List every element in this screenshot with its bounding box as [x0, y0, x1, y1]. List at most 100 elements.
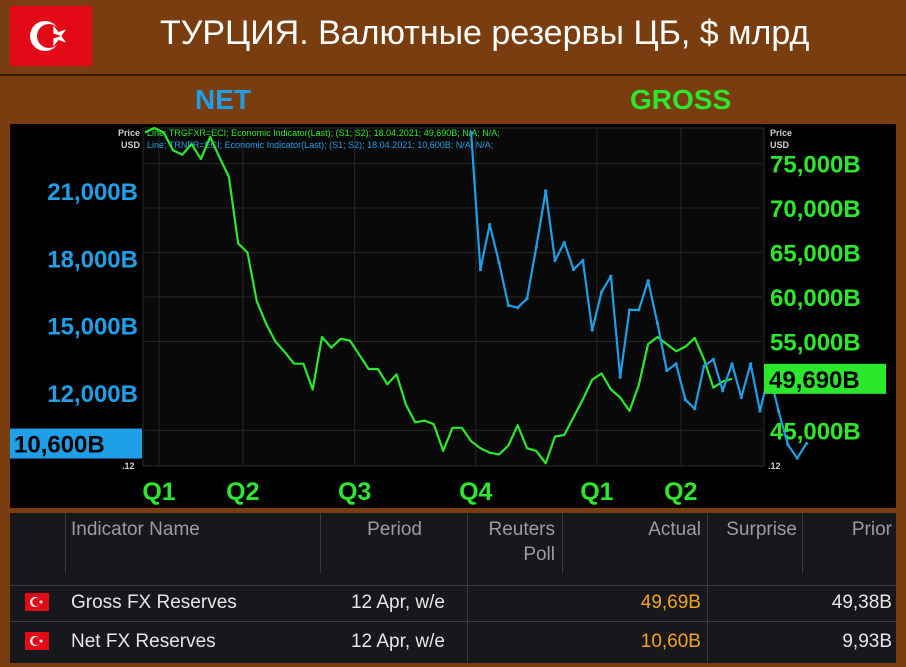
- header: ТУРЦИЯ. Валютные резервы ЦБ, $ млрд: [0, 0, 906, 74]
- data-point-net: [683, 398, 688, 402]
- row-period: 12 Apr, w/e: [350, 631, 445, 652]
- y-tick-label-left: 21,000B: [47, 179, 138, 206]
- column-divider: [707, 513, 708, 663]
- data-point-net: [544, 189, 548, 193]
- data-point-net: [572, 267, 576, 272]
- last-value-badge-gross: [764, 363, 886, 394]
- turkey-flag-icon: [25, 593, 49, 611]
- row-divider: [10, 621, 896, 622]
- row-indicator-name: Net FX Reserves: [71, 631, 216, 652]
- data-point-net: [711, 357, 715, 361]
- turkey-flag-icon: [25, 632, 49, 650]
- column-divider: [320, 513, 321, 573]
- legend-right: Price USD: [770, 128, 792, 150]
- data-point-net: [776, 409, 781, 413]
- row-actual: 49,69B: [640, 592, 701, 613]
- data-point-net: [674, 362, 678, 366]
- scale-note-left: .12: [122, 461, 135, 471]
- header-poll-line2[interactable]: Poll: [523, 544, 555, 565]
- last-value-label-net: 10,600B: [14, 432, 105, 459]
- data-point-net: [702, 364, 706, 368]
- x-axis: Q1 Q2 Q3 Q4 Q1 Q2: [142, 478, 697, 506]
- data-point-net: [655, 321, 660, 325]
- data-point-net: [581, 258, 585, 263]
- row-prior: 49,38B: [831, 592, 892, 613]
- legend-net-series: Line; TRNFR=ECI; Economic Indicator(Last…: [147, 140, 493, 150]
- header-surprise[interactable]: Surprise: [726, 519, 797, 540]
- legend-left: Price USD: [118, 128, 141, 150]
- data-point-net: [534, 245, 538, 249]
- header-prior[interactable]: Prior: [851, 519, 892, 540]
- data-point-net: [627, 308, 632, 312]
- row-indicator-name: Gross FX Reserves: [71, 592, 237, 613]
- data-point-net: [506, 303, 510, 308]
- column-divider: [65, 513, 66, 573]
- y-tick-label-left: 18,000B: [47, 246, 138, 273]
- header-indicator[interactable]: Indicator Name: [71, 519, 200, 540]
- last-value-badge-net: [10, 428, 142, 459]
- series-layer: [144, 126, 809, 465]
- row-actual: 10,60B: [640, 631, 701, 652]
- y-tick-label-right: 65,000B: [770, 241, 861, 268]
- right-axis: 75,000B70,000B65,000B60,000B55,000B45,00…: [770, 152, 861, 446]
- header-poll-line1[interactable]: Reuters: [488, 519, 555, 540]
- data-point-net: [553, 258, 557, 263]
- legend-price-left: Price: [118, 128, 140, 138]
- row-period: 12 Apr, w/e: [350, 592, 445, 613]
- data-point-net: [562, 240, 566, 245]
- data-table: Indicator Name Period Reuters Poll Actua…: [10, 513, 896, 663]
- x-tick-label: Q2: [226, 478, 259, 506]
- data-point-net: [758, 409, 762, 413]
- left-axis: 21,000B 18,000B 15,000B 12,000B: [47, 179, 138, 408]
- y-tick-label-right: 75,000B: [770, 152, 861, 179]
- data-point-net: [469, 130, 473, 135]
- data-point-net: [730, 362, 734, 366]
- legend-usd-left: USD: [121, 140, 141, 150]
- series-line-gross: [144, 126, 733, 465]
- data-point-net: [637, 308, 641, 312]
- data-point-net: [786, 443, 790, 447]
- column-divider: [802, 513, 803, 573]
- divider: [0, 74, 906, 76]
- header-period[interactable]: Period: [367, 519, 422, 540]
- data-point-net: [739, 395, 743, 400]
- data-point-net: [646, 279, 650, 283]
- chart: Price USD Price USD Line; TRGFXR=ECI; Ec…: [10, 124, 896, 508]
- y-tick-label-right: 55,000B: [770, 329, 861, 356]
- data-point-net: [599, 290, 604, 294]
- data-point-net: [804, 441, 809, 446]
- legend-gross-series: Line; TRGFXR=ECI; Economic Indicator(Las…: [147, 128, 500, 138]
- data-point-net: [609, 274, 613, 278]
- x-tick-label: Q1: [580, 478, 613, 506]
- gross-label: GROSS: [630, 84, 732, 115]
- row-divider: [10, 585, 896, 586]
- row-prior: 9,93B: [842, 631, 892, 652]
- y-tick-label-left: 12,000B: [47, 381, 138, 408]
- data-point-net: [721, 389, 725, 393]
- y-tick-label-right: 70,000B: [770, 196, 861, 223]
- x-tick-label: Q3: [338, 478, 371, 506]
- last-value-label-gross: 49,690B: [769, 367, 860, 394]
- x-tick-label: Q4: [459, 478, 492, 506]
- data-point-net: [795, 456, 799, 460]
- legend-price-right: Price: [770, 128, 792, 138]
- page-title: ТУРЦИЯ. Валютные резервы ЦБ, $ млрд: [160, 14, 810, 52]
- data-point-net: [618, 375, 622, 379]
- column-divider: [467, 513, 468, 663]
- data-point-net: [488, 222, 492, 227]
- x-tick-label: Q2: [664, 478, 697, 506]
- data-point-net: [478, 267, 483, 272]
- header-actual[interactable]: Actual: [648, 519, 701, 540]
- scale-note-right: .12: [768, 461, 781, 471]
- y-tick-label-left: 15,000B: [47, 314, 138, 341]
- y-tick-label-right: 60,000B: [770, 285, 861, 312]
- data-point-net: [497, 261, 501, 265]
- data-point-net: [749, 362, 753, 366]
- x-tick-label: Q1: [142, 478, 175, 506]
- legend-usd-right: USD: [770, 140, 790, 150]
- data-point-net: [693, 407, 697, 411]
- last-value-labels: 49,690B 10,600B: [10, 363, 886, 459]
- column-divider: [562, 513, 563, 573]
- data-point-net: [665, 368, 669, 373]
- data-point-net: [525, 297, 529, 301]
